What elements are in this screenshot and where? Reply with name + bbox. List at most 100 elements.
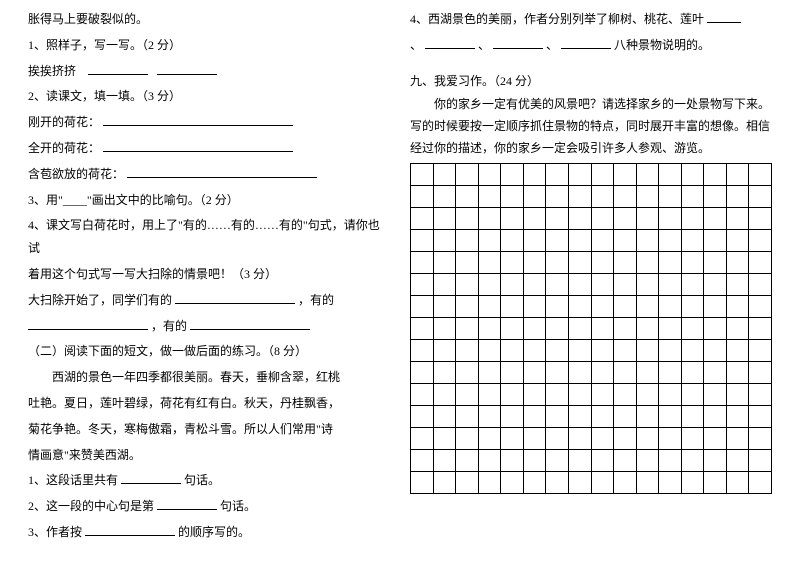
writing-cell[interactable]: [726, 252, 749, 274]
writing-cell[interactable]: [636, 384, 659, 406]
writing-cell[interactable]: [681, 274, 704, 296]
blank[interactable]: [493, 37, 543, 49]
writing-cell[interactable]: [501, 230, 524, 252]
blank[interactable]: [425, 37, 475, 49]
writing-cell[interactable]: [681, 318, 704, 340]
writing-cell[interactable]: [749, 274, 772, 296]
writing-cell[interactable]: [546, 296, 569, 318]
writing-cell[interactable]: [726, 208, 749, 230]
writing-cell[interactable]: [681, 186, 704, 208]
blank[interactable]: [121, 472, 181, 484]
writing-cell[interactable]: [749, 450, 772, 472]
writing-cell[interactable]: [749, 472, 772, 494]
writing-cell[interactable]: [636, 208, 659, 230]
writing-cell[interactable]: [433, 472, 456, 494]
writing-cell[interactable]: [681, 296, 704, 318]
writing-cell[interactable]: [568, 164, 591, 186]
writing-cell[interactable]: [411, 450, 434, 472]
writing-cell[interactable]: [591, 406, 614, 428]
blank[interactable]: [103, 114, 293, 126]
writing-cell[interactable]: [659, 230, 682, 252]
blank[interactable]: [157, 498, 217, 510]
writing-cell[interactable]: [591, 274, 614, 296]
writing-cell[interactable]: [456, 472, 479, 494]
writing-cell[interactable]: [659, 384, 682, 406]
writing-cell[interactable]: [501, 472, 524, 494]
writing-grid[interactable]: [410, 163, 772, 494]
writing-cell[interactable]: [411, 296, 434, 318]
writing-cell[interactable]: [546, 164, 569, 186]
writing-cell[interactable]: [614, 164, 637, 186]
writing-cell[interactable]: [614, 384, 637, 406]
writing-cell[interactable]: [726, 472, 749, 494]
blank[interactable]: [157, 63, 217, 75]
writing-cell[interactable]: [568, 230, 591, 252]
writing-cell[interactable]: [523, 208, 546, 230]
writing-cell[interactable]: [681, 252, 704, 274]
writing-cell[interactable]: [478, 164, 501, 186]
writing-cell[interactable]: [726, 384, 749, 406]
writing-cell[interactable]: [659, 472, 682, 494]
writing-cell[interactable]: [478, 186, 501, 208]
writing-cell[interactable]: [636, 274, 659, 296]
writing-cell[interactable]: [411, 384, 434, 406]
writing-cell[interactable]: [411, 208, 434, 230]
writing-cell[interactable]: [749, 164, 772, 186]
writing-cell[interactable]: [614, 230, 637, 252]
writing-cell[interactable]: [568, 252, 591, 274]
writing-cell[interactable]: [591, 208, 614, 230]
writing-cell[interactable]: [546, 318, 569, 340]
writing-cell[interactable]: [501, 384, 524, 406]
writing-cell[interactable]: [568, 318, 591, 340]
writing-cell[interactable]: [681, 208, 704, 230]
writing-cell[interactable]: [749, 186, 772, 208]
writing-cell[interactable]: [478, 428, 501, 450]
writing-cell[interactable]: [456, 164, 479, 186]
writing-cell[interactable]: [456, 230, 479, 252]
writing-cell[interactable]: [659, 318, 682, 340]
writing-cell[interactable]: [456, 428, 479, 450]
writing-cell[interactable]: [546, 428, 569, 450]
writing-cell[interactable]: [523, 406, 546, 428]
writing-cell[interactable]: [411, 472, 434, 494]
writing-cell[interactable]: [614, 318, 637, 340]
writing-cell[interactable]: [749, 208, 772, 230]
blank[interactable]: [88, 63, 148, 75]
blank[interactable]: [707, 11, 741, 23]
blank[interactable]: [85, 524, 175, 536]
writing-cell[interactable]: [704, 252, 727, 274]
writing-cell[interactable]: [726, 296, 749, 318]
writing-cell[interactable]: [681, 384, 704, 406]
writing-cell[interactable]: [433, 428, 456, 450]
writing-cell[interactable]: [591, 296, 614, 318]
writing-cell[interactable]: [749, 340, 772, 362]
writing-cell[interactable]: [433, 384, 456, 406]
writing-cell[interactable]: [478, 472, 501, 494]
writing-cell[interactable]: [636, 296, 659, 318]
writing-cell[interactable]: [726, 428, 749, 450]
writing-cell[interactable]: [456, 296, 479, 318]
writing-cell[interactable]: [614, 428, 637, 450]
writing-cell[interactable]: [591, 472, 614, 494]
writing-cell[interactable]: [749, 230, 772, 252]
writing-cell[interactable]: [568, 384, 591, 406]
writing-cell[interactable]: [501, 208, 524, 230]
writing-cell[interactable]: [636, 164, 659, 186]
writing-cell[interactable]: [726, 340, 749, 362]
writing-cell[interactable]: [659, 274, 682, 296]
writing-cell[interactable]: [636, 450, 659, 472]
writing-cell[interactable]: [704, 450, 727, 472]
writing-cell[interactable]: [546, 472, 569, 494]
writing-cell[interactable]: [568, 340, 591, 362]
writing-cell[interactable]: [704, 318, 727, 340]
writing-cell[interactable]: [433, 318, 456, 340]
writing-cell[interactable]: [704, 472, 727, 494]
writing-cell[interactable]: [546, 406, 569, 428]
writing-cell[interactable]: [614, 186, 637, 208]
writing-cell[interactable]: [614, 362, 637, 384]
blank[interactable]: [127, 166, 317, 178]
writing-cell[interactable]: [726, 274, 749, 296]
writing-cell[interactable]: [636, 362, 659, 384]
writing-cell[interactable]: [591, 230, 614, 252]
writing-cell[interactable]: [591, 318, 614, 340]
